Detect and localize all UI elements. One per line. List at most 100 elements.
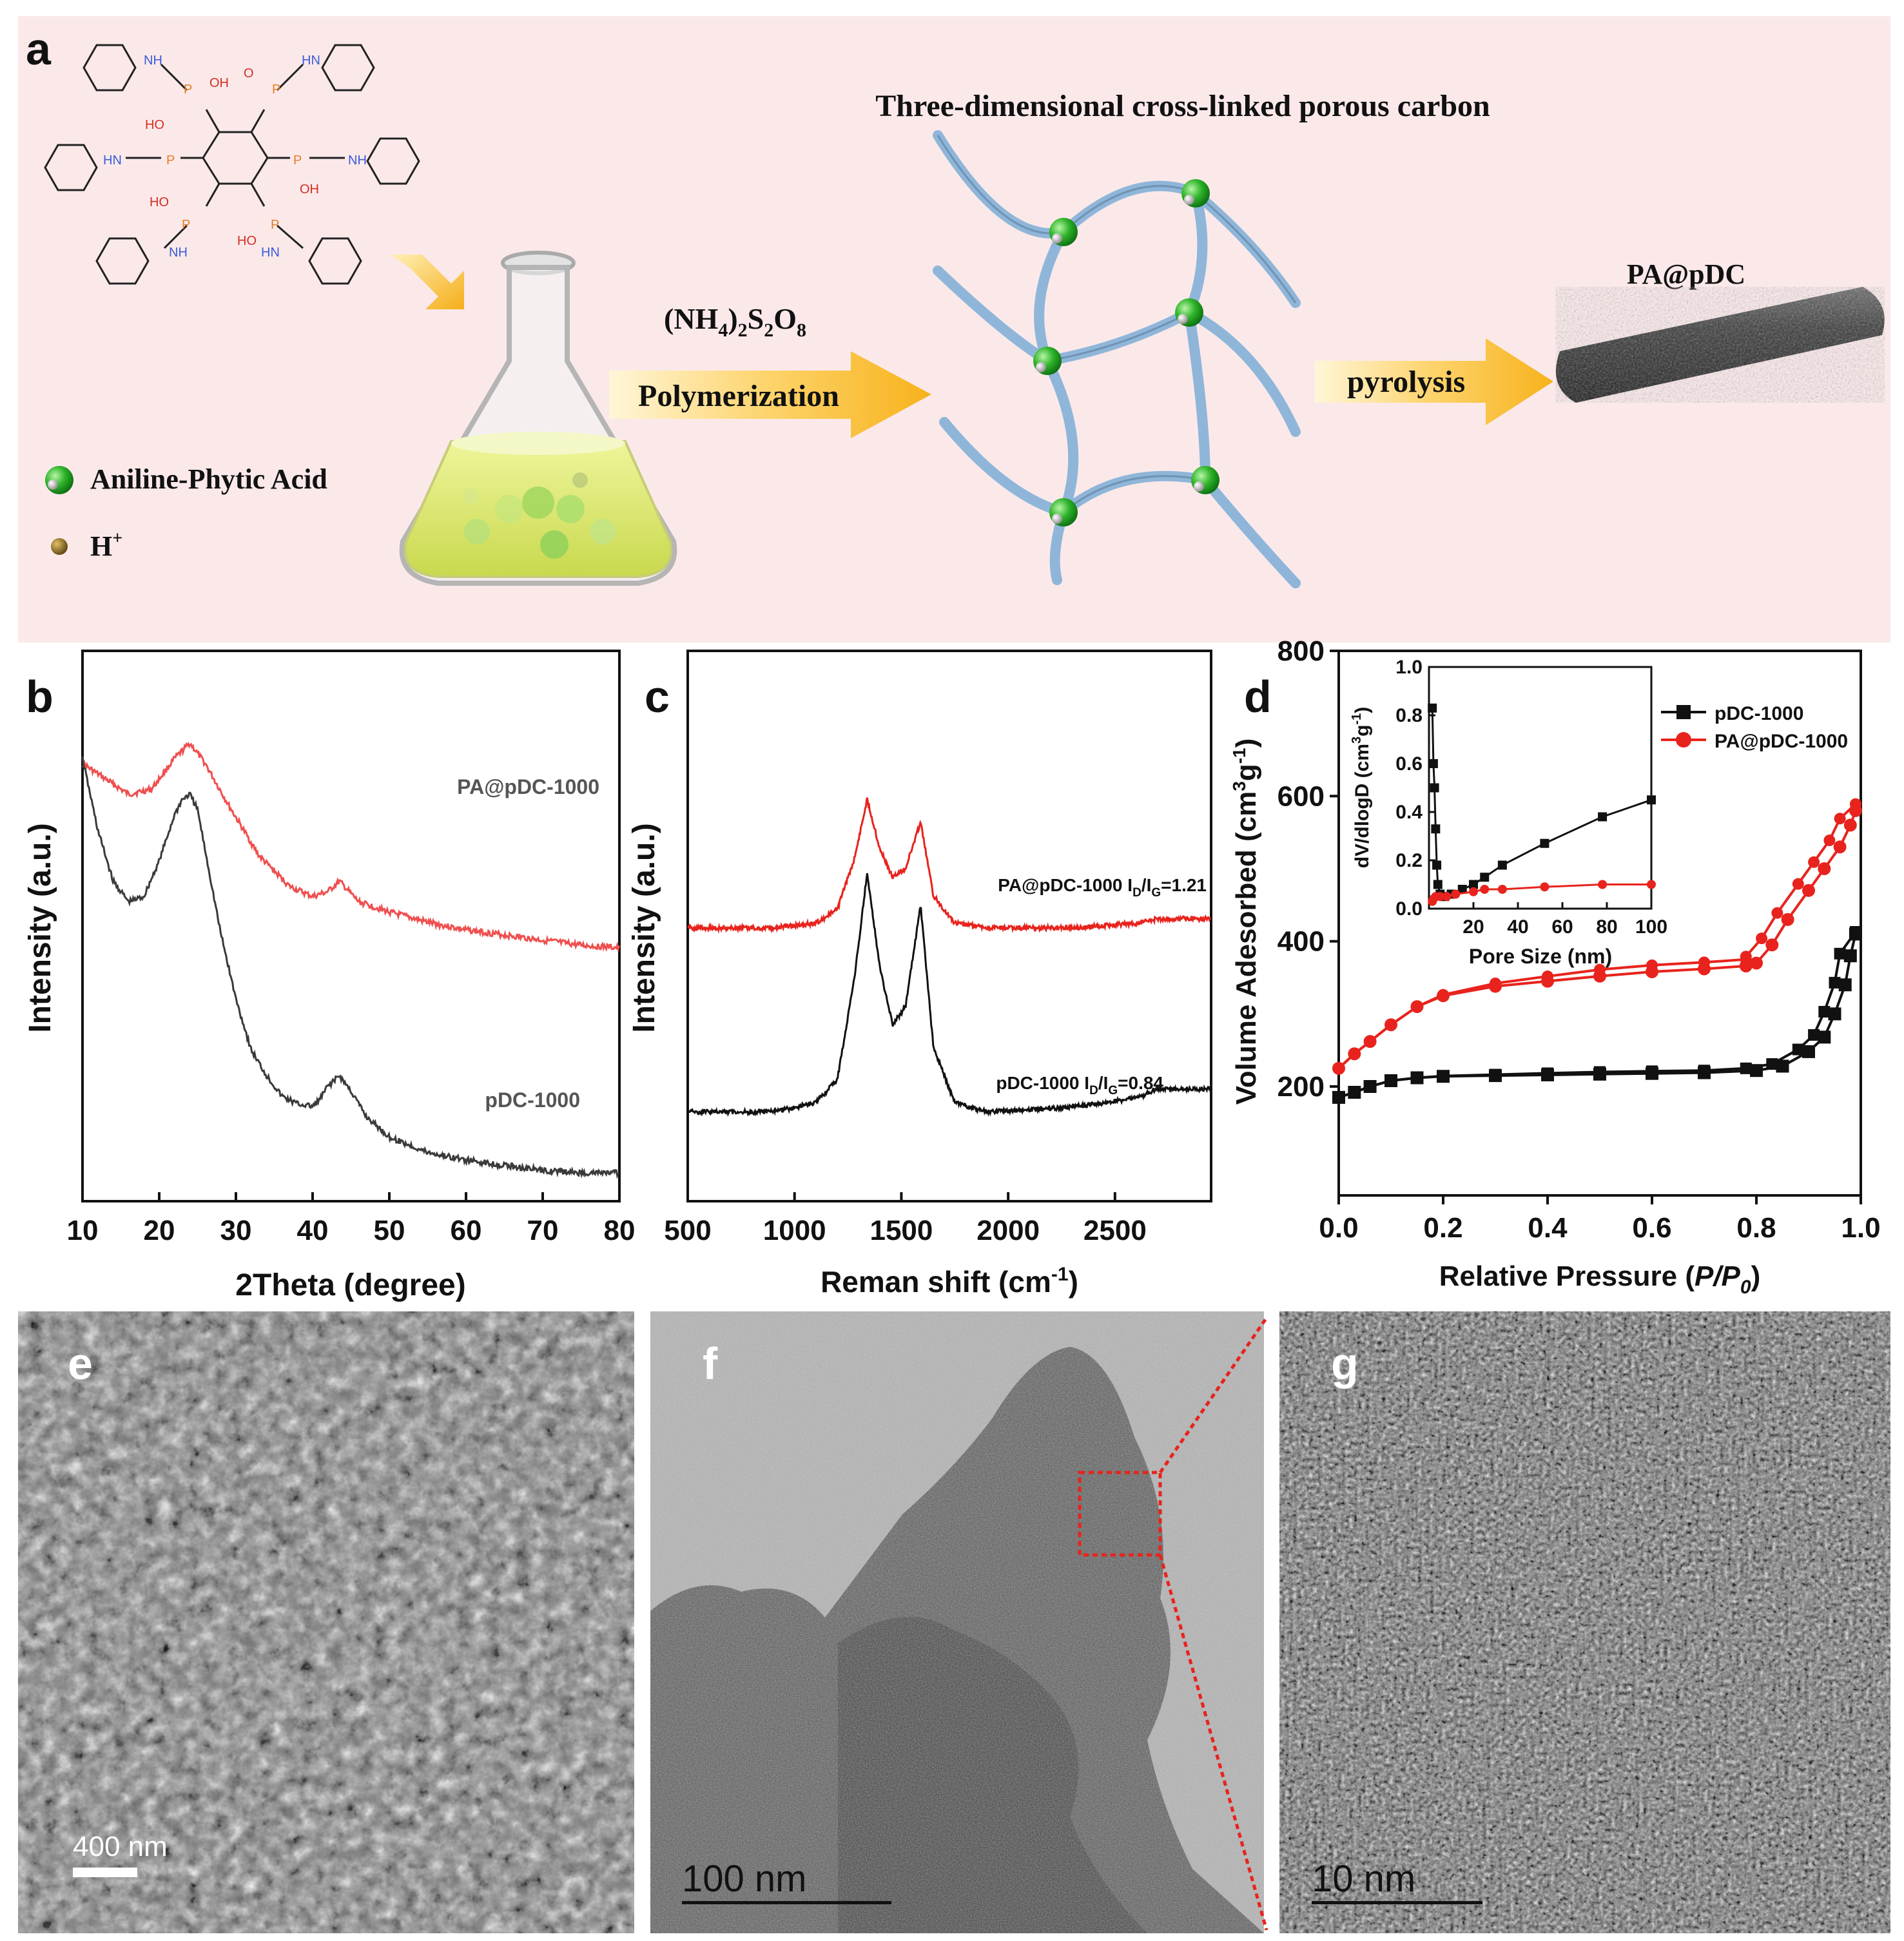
legend-proton-base: H [90,530,112,562]
panel-letter-f: f [703,1338,718,1389]
benzene-ring [95,237,150,285]
scale-label-e: 400 nm [73,1831,168,1862]
chart-d-inset: 20 40 60 80 100 0.0 0.2 0.4 0.6 0.8 1.0 Pore Size … [1350,657,1667,968]
series-line-pa-pdc-1000 [687,797,1212,934]
reagent-part: ) [728,302,737,335]
inset-data-point [1598,880,1608,889]
data-point [1765,938,1779,952]
atom-label: NH [348,153,367,168]
scale-bar-f [682,1901,891,1904]
data-point [1437,989,1449,1001]
x-label-part: ) [1069,1265,1078,1299]
chart-b-frame [81,650,621,1202]
benzene-ring [44,144,98,191]
panel-letter-c: c [645,671,670,722]
data-point [1332,1090,1345,1104]
data-point [1698,1065,1710,1077]
inset-data-point [1469,880,1478,889]
data-point [1542,1067,1553,1079]
x-tick-label: 50 [374,1215,405,1246]
atom-label: P [271,218,279,232]
chart-c-frame [686,650,1212,1202]
inset-data-point [1540,882,1549,892]
x-tick-label: 500 [664,1215,711,1246]
inset-x-tick-label: 60 [1551,916,1573,938]
atom-label: P [182,218,190,232]
x-label-part: Relative Pressure ( [1439,1260,1695,1292]
atom-label: HN [302,53,320,68]
data-point [1698,956,1710,969]
inset-x-tick-label: 40 [1507,916,1528,938]
inset-y-tick-label: 1.0 [1395,657,1423,678]
polymerization-arrow-icon [609,351,931,438]
y-label-sup: 3 [1229,781,1249,791]
data-point [1363,1080,1377,1093]
atom-label: HN [103,153,122,168]
scheme-background [18,16,1890,642]
y-tick-label: 200 [1277,1071,1325,1103]
inset-data-point [1480,885,1490,894]
data-point [1542,970,1553,983]
legend-monomer-label: Aniline-Phytic Acid [90,463,327,495]
panel-letter-a: a [26,24,52,74]
sem-image-texture [18,1311,634,1933]
chart-c-x-ticks: 500 1000 1500 2000 2500 [664,1192,1147,1246]
inset-y-label-part: g [1352,725,1373,737]
data-point [1437,1070,1449,1082]
benzene-ring [308,237,362,285]
y-label-part: g [1230,764,1262,781]
chart-c-y-label: Intensity (a.u.) [627,823,661,1032]
data-point [1828,1007,1841,1021]
atom-label: P [166,153,175,168]
x-label-sup: -1 [1051,1264,1069,1285]
x-tick-label: 0.4 [1528,1212,1568,1244]
data-point [1849,926,1861,938]
data-point [1818,1030,1831,1044]
aniline-phytic-ball-icon [45,466,73,494]
chart-d-series [1332,798,1862,1104]
chart-c-series-label-pdc: pDC-1000 ID/IG=0.84 [996,1073,1163,1097]
x-tick-label: 10 [67,1215,99,1246]
inset-data-point [1457,885,1467,894]
data-point [1594,1066,1606,1078]
x-label-sub: 0 [1740,1277,1751,1298]
benzene-ring [366,137,420,185]
reagent-sub: 2 [764,320,773,341]
inset-data-point [1497,885,1507,894]
label-part: /I [1098,1073,1109,1093]
data-point [1802,884,1815,897]
atom-label: O [244,66,254,81]
chart-d-y-label: Volume Adesorbed (cm3g-1) [1229,739,1262,1105]
legend-marker-pa [1676,732,1691,748]
pyrolysis-label: pyrolysis [1347,365,1465,399]
hrtem-image-texture [1279,1311,1890,1933]
inset-y-tick-label: 0.4 [1395,802,1423,823]
data-point [1750,956,1763,970]
x-tick-label: 40 [297,1215,329,1246]
reagent-part: (NH [664,302,719,335]
y-label-part: ) [1230,739,1262,748]
atom-label: HO [150,195,169,209]
data-point [1756,932,1768,945]
data-point [1771,907,1783,919]
legend-label-pa: PA@pDC-1000 [1715,731,1848,752]
inset-data-point [1480,873,1490,882]
inset-ticks: 20 40 60 80 100 0.0 0.2 0.4 0.6 0.8 1.0 [1395,657,1667,938]
data-point [1838,978,1852,992]
x-tick-label: 20 [144,1215,175,1246]
atom-label: P [272,82,280,97]
panel-a: a NH HN P P OH O HN HO [18,16,1890,642]
data-point [1332,1061,1345,1075]
data-point [1834,947,1846,960]
panel-f: f 100 nm [650,1311,1268,1933]
atom-label: NH [144,53,162,68]
inset-y-tick-label: 0.8 [1395,705,1423,726]
label-part: =1.21 [1161,875,1207,895]
chart-b-series-label-pa: PA@pDC-1000 [457,775,599,798]
inset-y-label-part: dV/dlogD (cm [1352,744,1373,868]
chart-b-x-ticks: 10 20 30 40 50 60 70 80 [67,1192,635,1246]
benzene-ring [321,44,375,92]
data-point [1781,913,1794,926]
data-point [1792,878,1804,890]
data-point [1411,1001,1423,1013]
